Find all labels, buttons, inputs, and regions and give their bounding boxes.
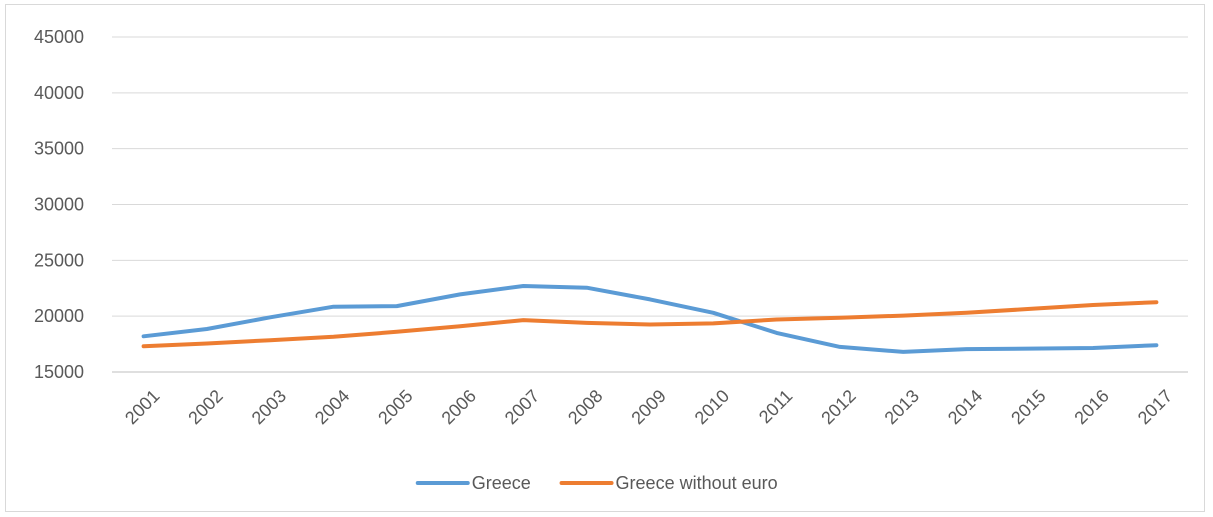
y-axis-ticks: 15000 20000 25000 30000 35000 40000 45000 [34,27,84,382]
legend: Greece Greece without euro [415,473,778,493]
y-tick-label: 15000 [34,362,84,382]
x-tick-label: 2001 [121,386,163,428]
x-tick-label: 2010 [691,386,733,428]
x-tick-label: 2007 [501,386,543,428]
legend-label: Greece without euro [616,473,778,493]
x-tick-label: 2006 [438,386,480,428]
chart-frame [5,4,1205,512]
x-tick-label: 2002 [184,386,226,428]
x-tick-label: 2003 [248,386,290,428]
x-tick-label: 2011 [755,386,797,428]
legend-item-greece-without-euro: Greece without euro [559,473,778,493]
y-tick-label: 45000 [34,27,84,47]
x-tick-label: 2015 [1007,386,1049,428]
gridlines [112,36,1188,373]
legend-item-greece: Greece [415,473,531,493]
x-tick-label: 2013 [881,386,923,428]
y-tick-label: 30000 [34,195,84,215]
x-tick-label: 2014 [944,386,986,428]
x-tick-label: 2005 [374,386,416,428]
x-tick-label: 2009 [627,386,669,428]
x-tick-label: 2016 [1070,386,1112,428]
x-tick-label: 2004 [311,386,353,428]
y-tick-label: 35000 [34,139,84,159]
x-axis-ticks: 2001 2002 2003 2004 2005 2006 2007 2008 2009 2010… [121,386,1176,428]
x-tick-label: 2008 [564,386,606,428]
y-tick-label: 40000 [34,83,84,103]
series-lines [141,284,1159,354]
series-line-greece-without-euro [141,300,1159,349]
x-tick-label: 2012 [817,386,859,428]
y-tick-label: 25000 [34,250,84,270]
x-tick-label: 2017 [1134,386,1176,428]
y-tick-label: 20000 [34,306,84,326]
legend-label: Greece [472,473,531,493]
series-line-greece [141,284,1159,354]
